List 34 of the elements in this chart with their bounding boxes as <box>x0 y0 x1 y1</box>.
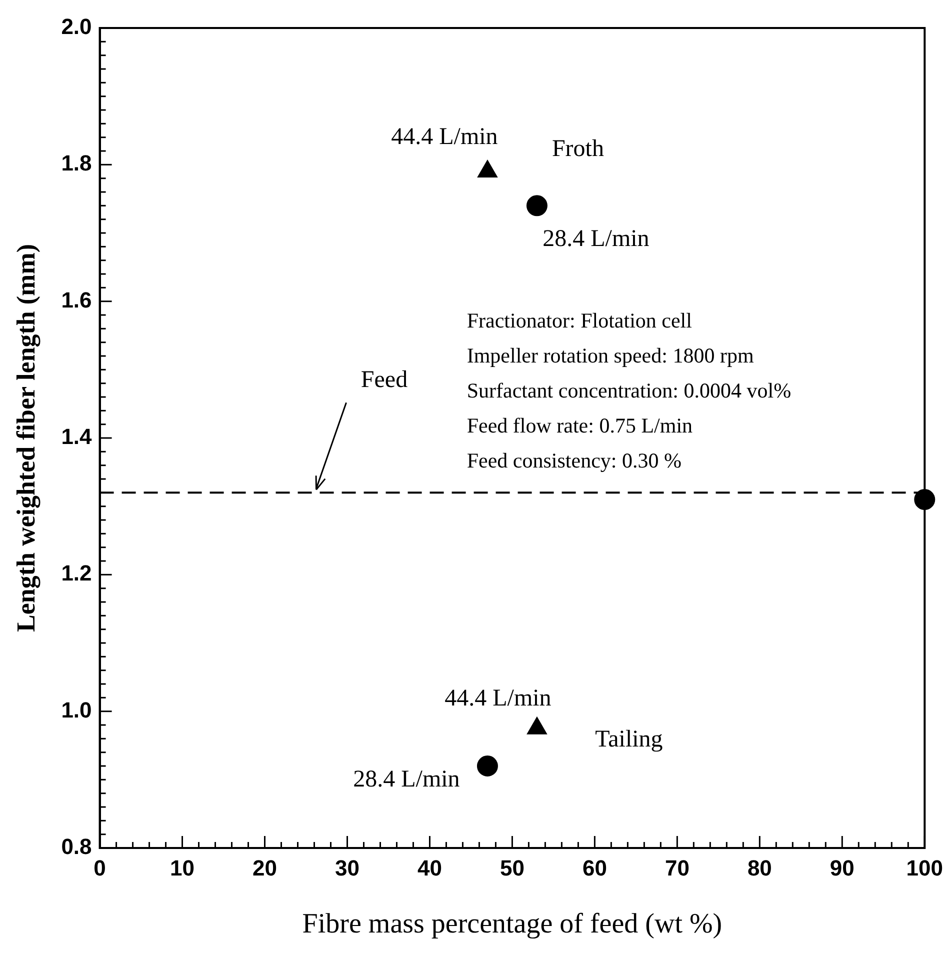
x-tick-label: 30 <box>335 855 360 880</box>
y-tick-label: 1.4 <box>61 424 93 450</box>
annotation: Tailing <box>595 726 663 753</box>
y-tick-label: 2.0 <box>61 14 92 40</box>
y-tick-label: 1.6 <box>61 287 92 312</box>
annotation: Fractionator: Flotation cell <box>466 308 692 332</box>
x-tick-label: 70 <box>664 855 690 880</box>
x-tick-label: 10 <box>170 855 195 880</box>
x-tick-label: 60 <box>582 855 607 880</box>
annotation: 44.4 L/min <box>391 124 498 150</box>
annotation: 28.4 L/min <box>542 226 650 252</box>
ref-line-label: Feed <box>360 366 408 393</box>
annotation: 44.4 L/min <box>444 686 552 712</box>
x-tick-label: 50 <box>500 855 524 880</box>
point <box>526 195 548 216</box>
annotation: 28.4 L/min <box>353 766 460 792</box>
x-tick-label: 40 <box>417 855 442 880</box>
annotation: Feed flow rate: 0.75 L/min <box>466 413 694 438</box>
y-tick-label: 1.2 <box>61 560 92 586</box>
annotation: Impeller rotation speed: 1800 rpm <box>466 343 754 368</box>
x-tick-label: 90 <box>830 855 854 880</box>
y-tick-label: 1.8 <box>61 150 92 176</box>
annotation: Surfactant concentration: 0.0004 vol% <box>466 378 792 402</box>
y-axis-title: Length weighted fiber length (mm) <box>11 244 40 632</box>
point <box>476 756 498 776</box>
x-tick-label: 80 <box>747 855 772 880</box>
x-tick-label: 100 <box>906 855 944 880</box>
y-tick-label: 1.0 <box>61 697 92 722</box>
x-axis-title: Fibre mass percentage of feed (wt %) <box>302 908 722 940</box>
y-tick-label: 0.8 <box>61 834 92 860</box>
annotation: Froth <box>552 136 604 162</box>
x-tick-label: 20 <box>252 855 277 880</box>
x-tick-label: 0 <box>94 855 106 880</box>
annotation: Feed consistency: 0.30 % <box>466 448 682 472</box>
